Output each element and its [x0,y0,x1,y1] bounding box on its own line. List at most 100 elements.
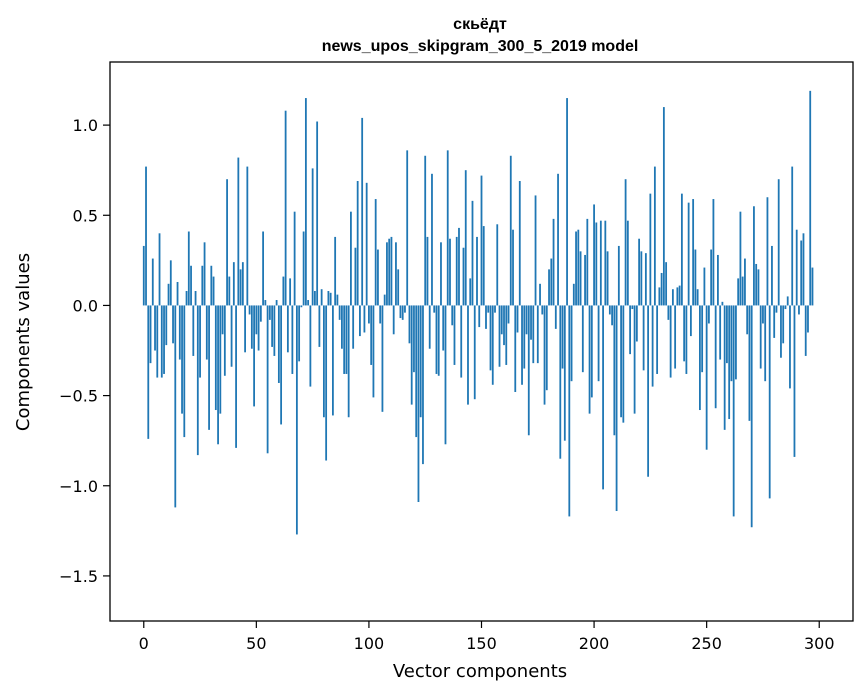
bar-245 [694,249,697,306]
bar-249 [703,267,706,306]
bar-101 [370,305,373,365]
plot-area-frame [109,61,854,622]
bar-197 [586,218,589,306]
bar-209 [613,305,616,436]
bar-280 [773,305,776,338]
bar-75 [311,168,314,306]
bar-55 [266,305,269,454]
bar-13 [172,305,174,344]
bar-8 [160,305,163,378]
bar-193 [577,229,580,306]
bar-225 [649,193,652,306]
bar-184 [557,173,559,306]
bar-76 [313,291,316,306]
bar-231 [662,107,665,306]
y-axis-label: Components values [13,253,34,431]
bar-151 [482,226,485,306]
bar-118 [408,305,411,344]
bar-164 [512,229,514,306]
x-tick-label: 100 [354,634,385,653]
y-tick-label: 0.0 [73,296,98,315]
bar-87 [338,305,341,320]
bar-286 [786,296,789,306]
bar-243 [689,305,692,337]
bar-2 [147,305,150,439]
chart-title-line-2: news_upos_skipgram_300_5_2019 model [322,38,639,55]
bar-117 [406,150,409,306]
bar-287 [789,305,791,389]
bar-259 [726,305,728,364]
bar-144 [467,305,469,405]
bar-129 [433,305,436,313]
bar-241 [685,305,688,374]
bar-3 [149,305,152,364]
bar-198 [588,305,591,414]
bar-11 [167,283,170,306]
bar-297 [811,267,814,306]
bar-29 [208,305,210,430]
bar-104 [377,249,379,306]
bar-4 [151,258,154,306]
bar-58 [273,305,276,356]
bar-36 [223,305,226,376]
bar-30 [210,265,213,306]
bar-120 [413,305,415,373]
bar-244 [692,199,695,306]
bar-270 [750,305,753,528]
bar-232 [665,262,668,306]
bar-48 [250,305,253,349]
bar-143 [464,170,467,306]
bar-24 [196,305,199,456]
bar-128 [431,173,433,306]
bar-163 [509,155,512,306]
bar-105 [379,305,382,324]
bar-162 [507,305,510,324]
bar-27 [203,242,206,306]
bar-124 [422,305,424,465]
bar-224 [647,305,650,477]
bar-226 [651,305,654,387]
bar-91 [347,305,350,418]
bar-39 [230,305,233,367]
bar-272 [755,263,758,306]
bar-96 [359,305,361,337]
bar-236 [674,305,677,369]
bar-135 [446,150,449,306]
bar-257 [721,301,724,306]
bar-77 [316,121,319,306]
bar-195 [581,305,584,373]
bar-152 [485,305,487,329]
bar-238 [678,285,681,306]
bar-250 [705,305,708,450]
bar-178 [543,305,546,405]
bar-194 [579,251,582,306]
bar-61 [280,305,283,425]
bar-5 [154,305,156,351]
bar-212 [620,305,622,418]
bar-18 [183,305,186,438]
bar-95 [356,181,359,306]
bar-239 [680,193,683,306]
bar-123 [419,305,422,418]
bar-146 [471,200,474,306]
bar-252 [710,249,713,306]
bar-79 [320,289,323,306]
bar-166 [516,305,519,333]
bar-261 [730,305,733,382]
bar-100 [368,305,370,324]
bar-219 [635,305,638,342]
bar-78 [318,305,321,347]
bar-254 [714,305,717,409]
bar-38 [228,276,231,306]
bar-125 [424,155,427,306]
bar-116 [404,305,406,313]
bar-43 [239,269,242,306]
bar-181 [550,258,553,306]
bar-201 [595,222,598,306]
bar-173 [532,305,535,364]
x-tick-label: 50 [246,634,266,653]
bar-177 [541,305,544,315]
bar-46 [246,166,249,306]
bar-119 [410,305,413,405]
